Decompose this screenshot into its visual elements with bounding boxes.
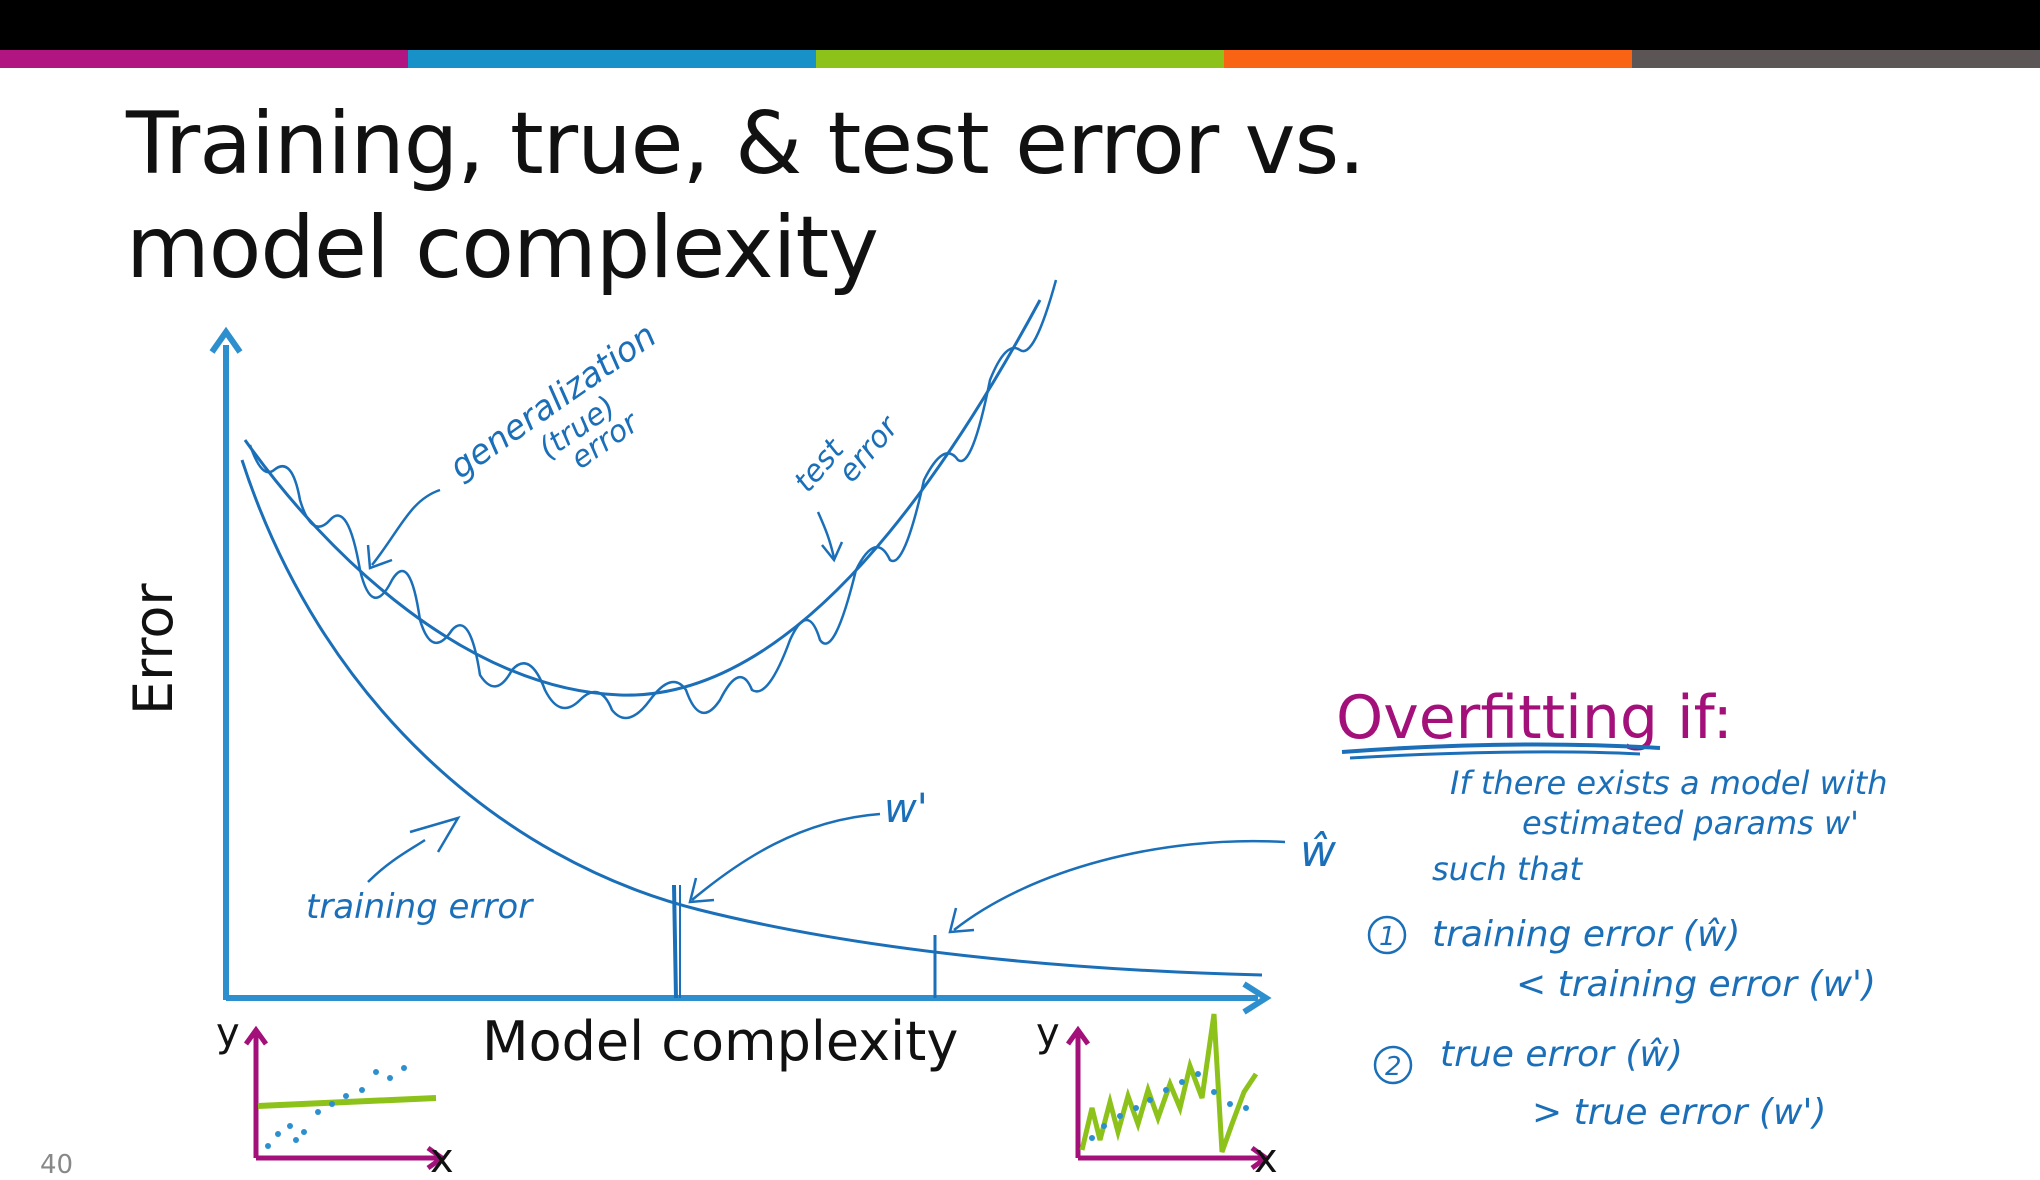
condition-2-number: 2 [1385,1052,1402,1082]
mini-plot-overfit: y x [1036,1010,1278,1172]
mini-left-fit-line [257,1095,437,1109]
mini-right-data-points [1089,1071,1249,1141]
w-prime-label: w' [884,786,928,832]
mini-right-x-arrowhead [1250,1145,1271,1171]
mini-left-x-label: x [430,1136,454,1172]
mini-right-fit-curve [1079,1013,1259,1153]
y-axis-label: Error [122,583,185,715]
y-axis-arrowhead [209,326,243,354]
stripe-green [816,50,1224,68]
overfitting-line-1: If there exists a model with [1450,764,1887,802]
mini-left-data-points [265,1065,407,1149]
test-error-arrowhead [821,541,844,563]
training-error-arrowhead [409,815,461,853]
stripe-gray [1632,50,2040,68]
test-error-curve [248,279,1058,720]
mini-left-x-arrowhead [426,1145,447,1171]
w-prime-arrow [691,812,881,901]
title-line-1: Training, true, & test error vs. [126,94,1366,194]
condition-1-line-a: training error (ŵ) [1432,914,1740,955]
overfitting-heading: Overfitting if: [1336,683,1733,753]
training-error-curve [240,459,1263,977]
generalization-arrow [371,488,441,566]
training-error-label: training error [306,887,534,927]
training-error-arrow [367,838,426,883]
generalization-arrowhead [366,544,393,570]
x-axis-label: Model complexity [482,1010,958,1073]
mini-right-y-label: y [1036,1010,1060,1056]
w-prime-tick [672,884,678,999]
condition-2-circle [1373,1045,1413,1085]
slide-title: Training, true, & test error vs. model c… [126,92,1426,300]
true-error-curve [243,299,1042,697]
overfitting-underline-2 [1349,750,1641,760]
w-hat-label: ŵ [1300,826,1337,877]
test-error-arrow [816,511,836,559]
condition-2-line-b: > true error (w') [1532,1092,1826,1133]
overfitting-underline [1341,742,1661,754]
w-prime-arrowhead [688,877,715,904]
mini-right-y-arrowhead [1065,1025,1091,1046]
title-line-2: model complexity [126,198,879,298]
stripe-magenta [0,50,408,68]
mini-plot-underfit: y x [216,1010,454,1172]
top-black-bar [0,0,2040,50]
mini-right-x-label: x [1254,1136,1278,1172]
color-stripe-bar [0,50,2040,68]
stripe-orange [1224,50,1632,68]
w-hat-arrowhead [948,907,975,934]
page-number: 40 [40,1150,74,1180]
condition-2-line-a: true error (ŵ) [1440,1034,1683,1075]
condition-1-circle [1367,915,1407,955]
condition-1-number: 1 [1379,922,1396,952]
mini-left-y-label: y [216,1010,240,1056]
mini-left-y-arrowhead [243,1025,269,1046]
stripe-blue [408,50,816,68]
w-hat-arrow [953,839,1286,931]
x-axis-arrowhead [1242,981,1272,1015]
overfitting-line-3: such that [1432,850,1583,888]
overfitting-line-2: estimated params w' [1522,804,1859,842]
condition-1-line-b: < training error (w') [1516,964,1876,1005]
